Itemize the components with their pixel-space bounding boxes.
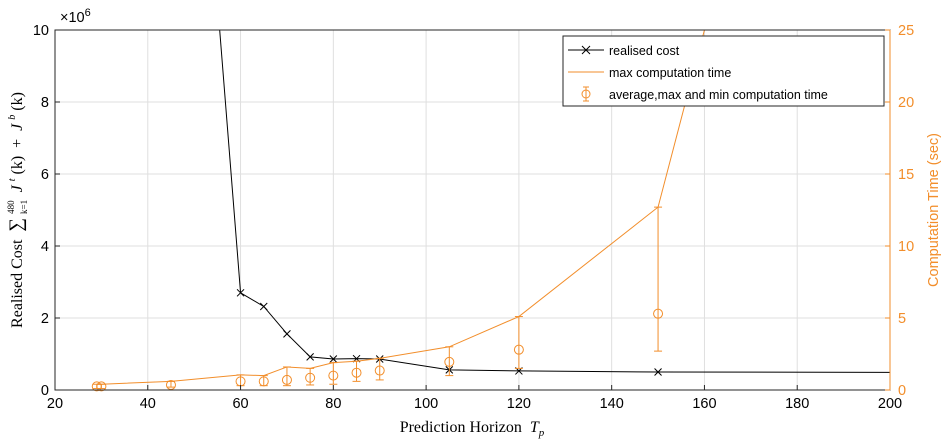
avg-time-marker <box>513 344 524 355</box>
max-time-line <box>96 30 705 385</box>
avg-time-marker <box>374 365 385 376</box>
realised-cost-marker <box>283 329 291 338</box>
avg-time-marker <box>258 376 269 387</box>
realised-cost-marker <box>654 368 662 376</box>
y-right-tick-label: 20 <box>898 95 914 111</box>
x-tick-label: 120 <box>507 396 531 412</box>
legend-entry-max-time: max computation time <box>568 66 731 80</box>
svg-text:Realised Cost ∑ k=: Realised Cost ∑ k=1 480 J t (k) + J b (k… <box>1 92 31 328</box>
y-right-tick-label: 0 <box>898 383 906 399</box>
x-tick-label: 40 <box>140 396 156 412</box>
legend-label-max-time: max computation time <box>609 66 731 80</box>
realised-cost-marker <box>306 353 314 361</box>
y-right-label: Computation Time (sec) <box>926 133 942 287</box>
y-left-tick-label: 6 <box>41 167 49 183</box>
legend-circle-marker <box>581 89 591 99</box>
y-left-tick-label: 10 <box>33 23 49 39</box>
realised-cost-marker <box>236 288 245 297</box>
y-left-multiplier: ×106 <box>60 7 91 26</box>
y-left-tick-label: 0 <box>41 383 49 399</box>
y-right-tick-label: 10 <box>898 239 914 255</box>
x-tick-label: 160 <box>692 396 716 412</box>
realised-cost-marker <box>259 302 268 311</box>
x-tick-label: 200 <box>878 396 902 412</box>
x-tick-label: 80 <box>325 396 341 412</box>
legend-label-realised-cost: realised cost <box>609 44 680 58</box>
legend-errorbar-icon <box>583 86 589 102</box>
series-layer <box>91 30 890 392</box>
legend-entry-realised-cost: realised cost <box>568 44 680 58</box>
y-right-tick-label: 5 <box>898 311 906 327</box>
avg-time-marker <box>165 379 176 390</box>
x-tick-label: 100 <box>414 396 438 412</box>
realised-cost-line <box>219 30 890 373</box>
y-left-tick-label: 4 <box>41 239 49 255</box>
legend-box <box>562 35 885 107</box>
avg-time-marker <box>351 367 362 378</box>
legend-label-avg-time: average,max and min computation time <box>609 88 828 102</box>
legend-marker-x <box>581 45 591 55</box>
x-axis-label: Prediction Horizon Tp <box>400 419 545 439</box>
y-left-tick-label: 2 <box>41 311 49 327</box>
y-right-tick-label: 25 <box>898 23 914 39</box>
y-right-tick-label: 15 <box>898 167 914 183</box>
x-tick-label: 180 <box>785 396 809 412</box>
legend-entry-avg-time: average,max and min computation time <box>581 86 828 102</box>
avg-time-marker <box>444 356 455 367</box>
realised-cost-marker <box>329 355 338 363</box>
x-tick-label: 140 <box>600 396 624 412</box>
avg-time-marker <box>653 308 664 319</box>
legend: realised cost max computation time avera… <box>562 35 885 107</box>
avg-time-marker <box>305 372 316 383</box>
y-left-label: Realised Cost ∑ k=1 480 J t (k) + J b (k… <box>1 92 31 328</box>
axes: 20 40 60 80 100 120 140 160 180 20002468100510152… <box>33 23 914 412</box>
avg-time-marker <box>281 374 292 385</box>
y-left-multiplier-exp: 6 <box>85 7 91 19</box>
x-tick-label: 60 <box>232 396 248 412</box>
y-left-tick-label: 8 <box>41 95 49 111</box>
avg-time-marker <box>328 370 339 381</box>
x-tick-label: 20 <box>47 396 63 412</box>
avg-time-marker <box>96 381 107 392</box>
